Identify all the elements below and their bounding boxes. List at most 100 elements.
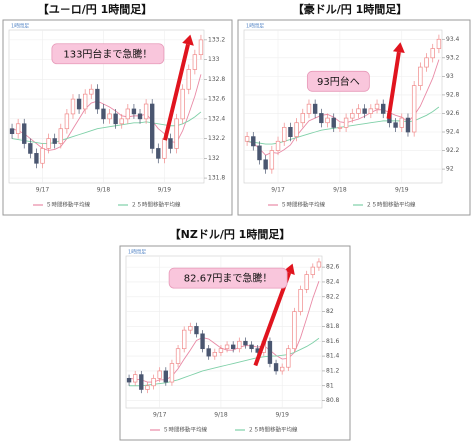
- candle-body: [175, 348, 181, 364]
- x-tick-label: 9/17: [153, 412, 167, 419]
- candle-body: [186, 69, 191, 90]
- candle-body: [244, 136, 250, 142]
- candle-body: [231, 344, 236, 350]
- candle-body: [206, 348, 211, 357]
- candle-body: [405, 117, 411, 133]
- candle-body: [237, 340, 242, 350]
- candle-body: [356, 108, 361, 114]
- y-tick-label: 93.2: [446, 54, 460, 61]
- annotation-text: 82.67円まで急騰！: [184, 272, 273, 285]
- candle-body: [200, 333, 205, 350]
- candle-body: [224, 344, 230, 350]
- candle-body: [294, 122, 299, 137]
- candle-body: [125, 108, 131, 120]
- y-tick-label: 93: [446, 73, 454, 80]
- annotation-box: [168, 267, 288, 289]
- candle-body: [168, 138, 173, 149]
- candle-body: [257, 145, 262, 161]
- candle-body: [139, 374, 144, 390]
- legend-label: ２５時間移動平均線: [131, 201, 181, 209]
- y-tick-label: 81.2: [326, 367, 340, 374]
- candle-body: [28, 143, 33, 154]
- candle-body: [343, 117, 349, 128]
- x-tick-label: 9/18: [97, 187, 111, 194]
- legend-label: ５時間移動平均線: [46, 201, 91, 209]
- y-tick-label: 92.6: [446, 110, 460, 117]
- y-tick-label: 82: [326, 308, 334, 315]
- arrow-head: [392, 42, 405, 54]
- candle-body: [310, 266, 316, 275]
- candle-body: [156, 148, 161, 159]
- chart-title: 【豪ドル/円 1時間足】: [293, 2, 408, 16]
- candle-body: [273, 363, 279, 372]
- arrow-shaft: [163, 43, 190, 141]
- y-tick-label: 132.6: [208, 96, 225, 103]
- candle-body: [282, 127, 287, 142]
- candle-body: [143, 103, 149, 120]
- candle-body: [381, 103, 386, 114]
- y-tick-label: 92.2: [446, 147, 460, 154]
- candle-body: [101, 108, 106, 120]
- candle-body: [306, 103, 312, 114]
- candle-body: [319, 113, 324, 124]
- arrow-head: [283, 263, 295, 276]
- candle-body: [70, 98, 76, 115]
- candle-body: [119, 118, 124, 125]
- x-tick-label: 9/18: [214, 412, 228, 419]
- candle-body: [249, 344, 254, 350]
- candle-body: [292, 311, 297, 350]
- y-tick-label: 82.2: [326, 293, 340, 300]
- chart-title: 【ユ－ロ/円 1時間足】: [38, 2, 153, 16]
- candle-body: [312, 103, 318, 114]
- candle-body: [89, 88, 94, 95]
- annotation-text: 93円台へ: [317, 75, 360, 88]
- candle-body: [151, 377, 156, 387]
- candle-body: [286, 348, 291, 368]
- y-tick-label: 131.8: [208, 175, 225, 182]
- y-tick-label: 81.4: [326, 353, 340, 360]
- arrow-shaft: [386, 51, 401, 120]
- arrow-head: [182, 34, 194, 46]
- candle-body: [192, 54, 198, 70]
- candle-body: [267, 340, 273, 364]
- candle-body: [82, 93, 88, 110]
- chart-title: 【NZドル/円 1時間足】: [170, 227, 291, 241]
- annotation-box: [51, 43, 165, 65]
- candle-body: [374, 103, 380, 110]
- candle-body: [337, 127, 343, 129]
- candle-body: [180, 88, 185, 120]
- candle-body: [194, 326, 199, 335]
- candle-body: [368, 108, 374, 114]
- x-tick-label: 9/17: [271, 187, 285, 194]
- arrow-shaft: [253, 272, 292, 367]
- candle-body: [174, 118, 179, 149]
- candle-body: [162, 138, 167, 159]
- candle-body: [300, 113, 305, 124]
- annotation-text: 133円台まで急騰！: [63, 47, 152, 60]
- annotation-box: [306, 70, 370, 92]
- candle-body: [150, 103, 155, 149]
- corner-label: 1時間足: [246, 24, 264, 30]
- candle-body: [133, 374, 138, 383]
- candle-body: [188, 326, 193, 331]
- candle-body: [362, 108, 367, 114]
- x-tick-label: 9/19: [158, 187, 172, 194]
- y-tick-label: 81.6: [326, 338, 340, 345]
- candle-body: [34, 153, 39, 164]
- candle-body: [436, 38, 442, 49]
- candle-body: [131, 108, 137, 115]
- x-tick-label: 9/18: [333, 187, 347, 194]
- candle-body: [52, 138, 57, 144]
- x-tick-label: 9/19: [395, 187, 409, 194]
- candle-body: [157, 370, 162, 379]
- y-tick-label: 82.6: [326, 264, 340, 271]
- candle-body: [350, 113, 355, 119]
- candle-body: [424, 57, 429, 68]
- candle-body: [393, 122, 398, 128]
- candle-body: [218, 348, 224, 353]
- candle-body: [269, 150, 275, 170]
- candle-body: [182, 329, 187, 350]
- y-tick-label: 92: [446, 166, 454, 173]
